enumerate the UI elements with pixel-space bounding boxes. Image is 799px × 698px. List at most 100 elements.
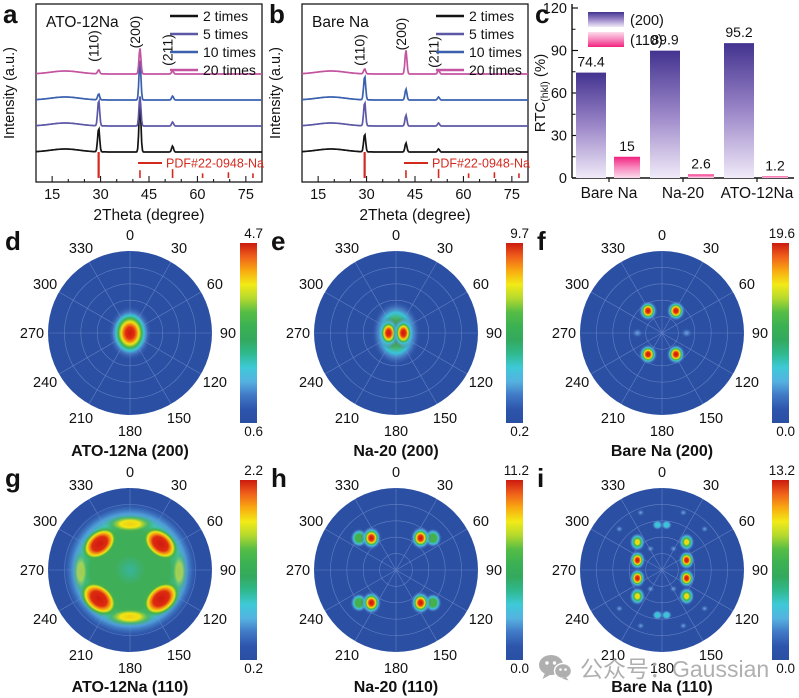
angle-tick-label: 60 <box>739 514 755 530</box>
x-axis-label: 2Theta (degree) <box>93 207 204 224</box>
legend-swatch <box>588 12 624 27</box>
x-tick-label: 30 <box>359 187 375 203</box>
angle-tick-label: 60 <box>207 514 223 530</box>
x-tick-label: 15 <box>310 187 326 203</box>
angle-tick-label: 90 <box>752 326 768 342</box>
pole-figure-na20-200: 0 30 60 90 120 150 180 210 240 270 300 330 9.7 0.2 <box>286 227 529 439</box>
angle-tick-label: 30 <box>703 478 719 494</box>
x-tick-label: 75 <box>504 187 520 203</box>
colorbar-max-label: 11.2 <box>504 464 529 478</box>
legend-label: 2 times <box>203 8 248 24</box>
xrd-curve-5-times <box>302 100 528 127</box>
x-tick-label: 45 <box>141 187 157 203</box>
xrd-plot-bare-na: 15 30 45 60 75 2Theta (degree) Intensity (a.u.… <box>268 3 530 224</box>
angle-tick-label: 210 <box>335 648 359 664</box>
pdf-reference-label: PDF#22-0948-Na <box>432 157 530 171</box>
angle-tick-label: 270 <box>20 563 44 579</box>
y-axis-label: RTC(hkl) (%) <box>532 54 551 132</box>
angle-tick-label: 90 <box>752 563 768 579</box>
panel-letter-a: a <box>3 0 18 29</box>
colorbar-min-label: 0.2 <box>244 661 263 676</box>
angle-tick-label: 30 <box>437 478 453 494</box>
row-pole-figures-200: d 0 30 60 90 120 150 180 210 240 270 300 330 4.7 0.6 … <box>0 225 799 462</box>
angle-tick-label: 210 <box>69 648 93 664</box>
x-tick-label: 75 <box>238 187 254 203</box>
colorbar-min-label: 0.0 <box>776 424 795 439</box>
legend-label: 10 times <box>203 44 256 60</box>
row-pole-figures-110: g 0 30 60 90 120 150 180 210 240 270 300 330 2.2 0.2 … <box>0 462 799 698</box>
angle-tick-label: 240 <box>565 375 589 391</box>
angle-tick-label: 30 <box>171 478 187 494</box>
xrd-curve-10-times <box>36 60 262 101</box>
xrd-curve-2-times <box>36 102 262 153</box>
angle-tick-label: 180 <box>384 424 408 439</box>
angle-tick-label: 180 <box>118 424 142 439</box>
angle-tick-label: 60 <box>473 514 489 530</box>
angle-tick-label: 240 <box>299 375 323 391</box>
pole-figure-bare-na-110: 0 30 60 90 120 150 180 210 240 270 300 330 13.2 0.0 <box>552 464 795 676</box>
colorbar-max-label: 2.2 <box>244 464 263 478</box>
peak-label: (200) <box>393 18 409 51</box>
bar-value-label: 15 <box>619 138 635 154</box>
pole-figure-na20-110: 0 30 60 90 120 150 180 210 240 270 300 330 11.2 0.0 <box>286 464 529 676</box>
angle-tick-label: 90 <box>220 563 236 579</box>
intensity-blobs <box>350 525 442 616</box>
category-label: Bare Na <box>581 185 638 202</box>
angle-tick-label: 180 <box>118 661 142 676</box>
angle-tick-label: 0 <box>392 465 400 481</box>
angle-tick-label: 30 <box>171 241 187 257</box>
bar-value-label: 2.6 <box>691 155 711 171</box>
angle-tick-label: 120 <box>203 612 227 628</box>
colorbar-max-label: 19.6 <box>769 227 795 241</box>
angle-tick-label: 330 <box>335 478 359 494</box>
panel-letter-e: e <box>271 226 286 256</box>
angle-tick-label: 240 <box>565 612 589 628</box>
xrd-curve-2-times <box>302 132 528 153</box>
panel-c-rtc-bar-chart: c 0 30 60 90 120 RTC(hkl) (%) (200) (110) 74.4 15… <box>532 0 799 225</box>
angle-tick-label: 60 <box>207 277 223 293</box>
bar-200 <box>650 50 680 179</box>
angle-tick-label: 300 <box>33 277 57 293</box>
angle-tick-label: 270 <box>552 326 576 342</box>
panel-letter-h: h <box>271 463 287 493</box>
watermark: 公众号：Gaussian <box>538 650 769 684</box>
colorbar-max-label: 4.7 <box>244 227 263 241</box>
x-tick-label: 60 <box>189 187 205 203</box>
xrd-curve-20-times <box>36 48 262 75</box>
angle-tick-label: 150 <box>699 411 723 427</box>
colorbar <box>240 243 257 423</box>
pole-figure-title: ATO-12Na (110) <box>71 679 189 696</box>
colorbar-max-label: 9.7 <box>510 227 529 241</box>
pole-figure-title: Na-20 (110) <box>353 679 439 696</box>
colorbar <box>506 480 523 660</box>
sample-label: ATO-12Na <box>46 14 119 31</box>
angle-tick-label: 270 <box>286 326 310 342</box>
angle-tick-label: 240 <box>33 612 57 628</box>
peak-label: (110) <box>86 30 102 62</box>
wechat-icon <box>539 654 572 680</box>
rtc-bar-chart: 0 30 60 90 120 RTC(hkl) (%) (200) (110) 74.4 15 Ba… <box>532 1 794 202</box>
angle-tick-label: 120 <box>203 375 227 391</box>
panel-letter-f: f <box>537 226 546 256</box>
y-tick-label: 30 <box>551 129 567 145</box>
peak-label: (200) <box>127 16 143 49</box>
panel-d-pole-ato12na-200: d 0 30 60 90 120 150 180 210 240 270 300 330 4.7 0.6 … <box>0 225 266 462</box>
pole-figure-ato12na-110: 0 30 60 90 120 150 180 210 240 270 300 330 2.2 0.2 <box>20 464 263 676</box>
angle-tick-label: 30 <box>703 241 719 257</box>
angle-tick-label: 330 <box>601 241 625 257</box>
x-axis-label: 2Theta (degree) <box>359 207 470 224</box>
angle-tick-label: 150 <box>433 411 457 427</box>
legend-label: (200) <box>630 13 664 29</box>
angle-tick-label: 120 <box>469 612 493 628</box>
panel-letter-b: b <box>269 0 285 29</box>
pole-figure-title: ATO-12Na (200) <box>71 443 189 460</box>
bar-110 <box>762 176 788 178</box>
intensity-blobs <box>107 305 153 361</box>
angle-tick-label: 0 <box>658 228 666 244</box>
bar-value-label: 89.9 <box>651 32 678 48</box>
legend-label: 5 times <box>469 26 514 42</box>
colorbar-min-label: 0.0 <box>510 661 529 676</box>
colorbar <box>772 243 789 423</box>
angle-tick-label: 300 <box>565 277 589 293</box>
row-xrd-and-bar: a 15 30 45 60 75 2Theta (degree) Intensity (a.… <box>0 0 799 225</box>
